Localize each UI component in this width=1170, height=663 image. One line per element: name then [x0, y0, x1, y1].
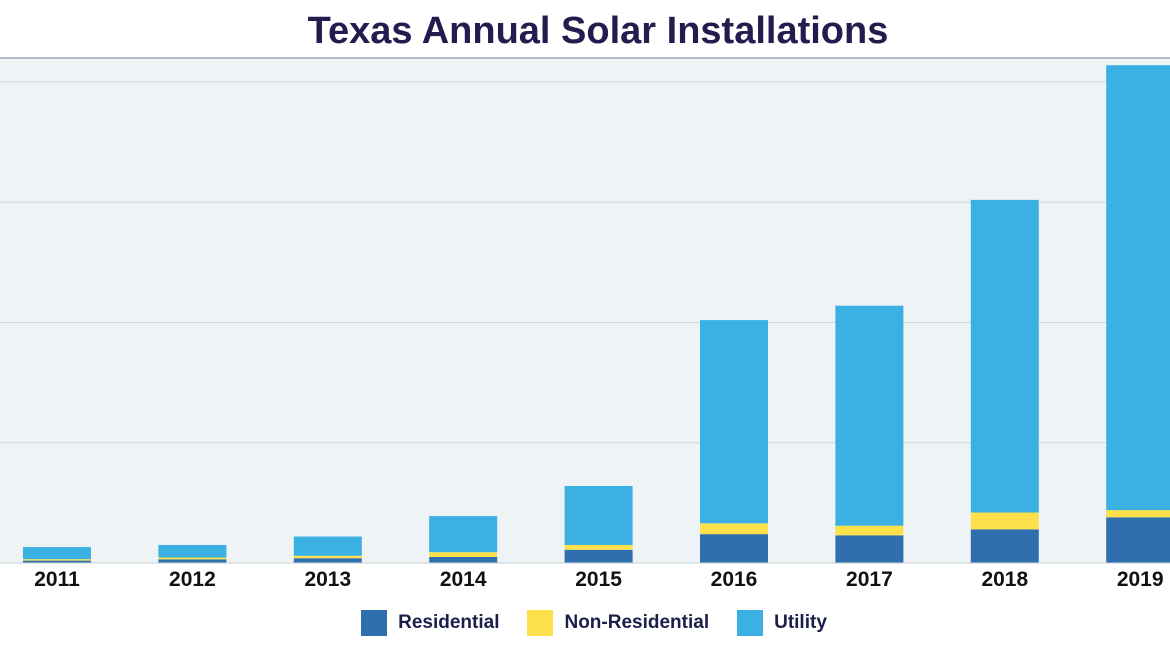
x-tick-labels: 2011 2012 2013 2014 2015 2016 2017 2018 2019: [34, 568, 1163, 591]
legend-swatch: [527, 610, 554, 636]
bar-stack-2016: [700, 320, 768, 563]
bar-stack-2011: [23, 547, 91, 563]
bar-utility-2012: [158, 544, 227, 558]
bar-non-residential-2016: [700, 523, 768, 535]
bar-residential-2012: [158, 559, 227, 563]
legend-item: Utility: [737, 610, 827, 636]
bar-stack-2018: [970, 199, 1039, 563]
bar-non-residential-2013: [293, 555, 362, 559]
bar-non-residential-2017: [835, 525, 904, 536]
x-tick-label: 2014: [440, 568, 487, 591]
x-tick-label: 2011: [34, 568, 80, 591]
x-tick-label: 2019: [1117, 568, 1164, 591]
bar-residential-2015: [564, 549, 633, 563]
bar-stack-2015: [564, 486, 633, 563]
legend: Residential Non-Residential Utility: [0, 610, 1170, 636]
plot-area: 2011 2012 2013 2014 2015 2016 2017 2018 2019: [0, 57, 1170, 591]
bar-residential-2014: [429, 556, 498, 563]
bar-chart: 2011 2012 2013 2014 2015 2016 2017 2018 2019: [0, 57, 1170, 591]
bar-non-residential-2019: [1106, 510, 1170, 518]
bar-non-residential-2012: [158, 557, 227, 560]
bar-stack-2013: [293, 536, 362, 563]
bar-utility-2015: [564, 486, 633, 545]
bar-stack-2012: [158, 544, 227, 563]
bar-residential-2019: [1106, 517, 1170, 563]
x-tick-label: 2017: [846, 568, 893, 591]
bar-utility-2018: [970, 199, 1039, 513]
legend-swatch: [361, 610, 388, 636]
legend-label: Utility: [774, 612, 827, 633]
bar-utility-2014: [429, 516, 498, 553]
bar-residential-2011: [23, 560, 91, 563]
bar-stack-2019: [1106, 65, 1170, 563]
legend-label: Residential: [398, 612, 500, 633]
bar-non-residential-2014: [429, 552, 498, 557]
bar-non-residential-2011: [23, 559, 91, 561]
legend-item: Residential: [361, 610, 499, 636]
bar-stack-2017: [835, 305, 904, 563]
x-tick-label: 2012: [169, 568, 216, 591]
chart-title: Texas Annual Solar Installations: [307, 10, 889, 52]
x-tick-label: 2016: [711, 568, 758, 591]
bar-utility-2013: [293, 536, 362, 556]
bar-utility-2019: [1106, 65, 1170, 511]
bar-non-residential-2015: [564, 544, 633, 550]
bar-residential-2016: [700, 534, 768, 563]
x-tick-label: 2018: [981, 568, 1028, 591]
legend-item: Non-Residential: [527, 610, 709, 636]
x-tick-label: 2015: [575, 568, 622, 591]
x-tick-label: 2013: [304, 568, 351, 591]
bar-stack-2014: [429, 516, 498, 563]
bar-residential-2013: [293, 558, 362, 563]
legend-swatch: [737, 610, 764, 636]
bar-non-residential-2018: [970, 512, 1039, 530]
bars: [23, 65, 1170, 563]
bar-utility-2017: [835, 305, 904, 526]
bar-utility-2011: [23, 547, 91, 560]
bar-residential-2017: [835, 535, 904, 563]
legend-label: Non-Residential: [564, 612, 710, 633]
bar-utility-2016: [700, 320, 768, 524]
bar-residential-2018: [970, 529, 1039, 563]
